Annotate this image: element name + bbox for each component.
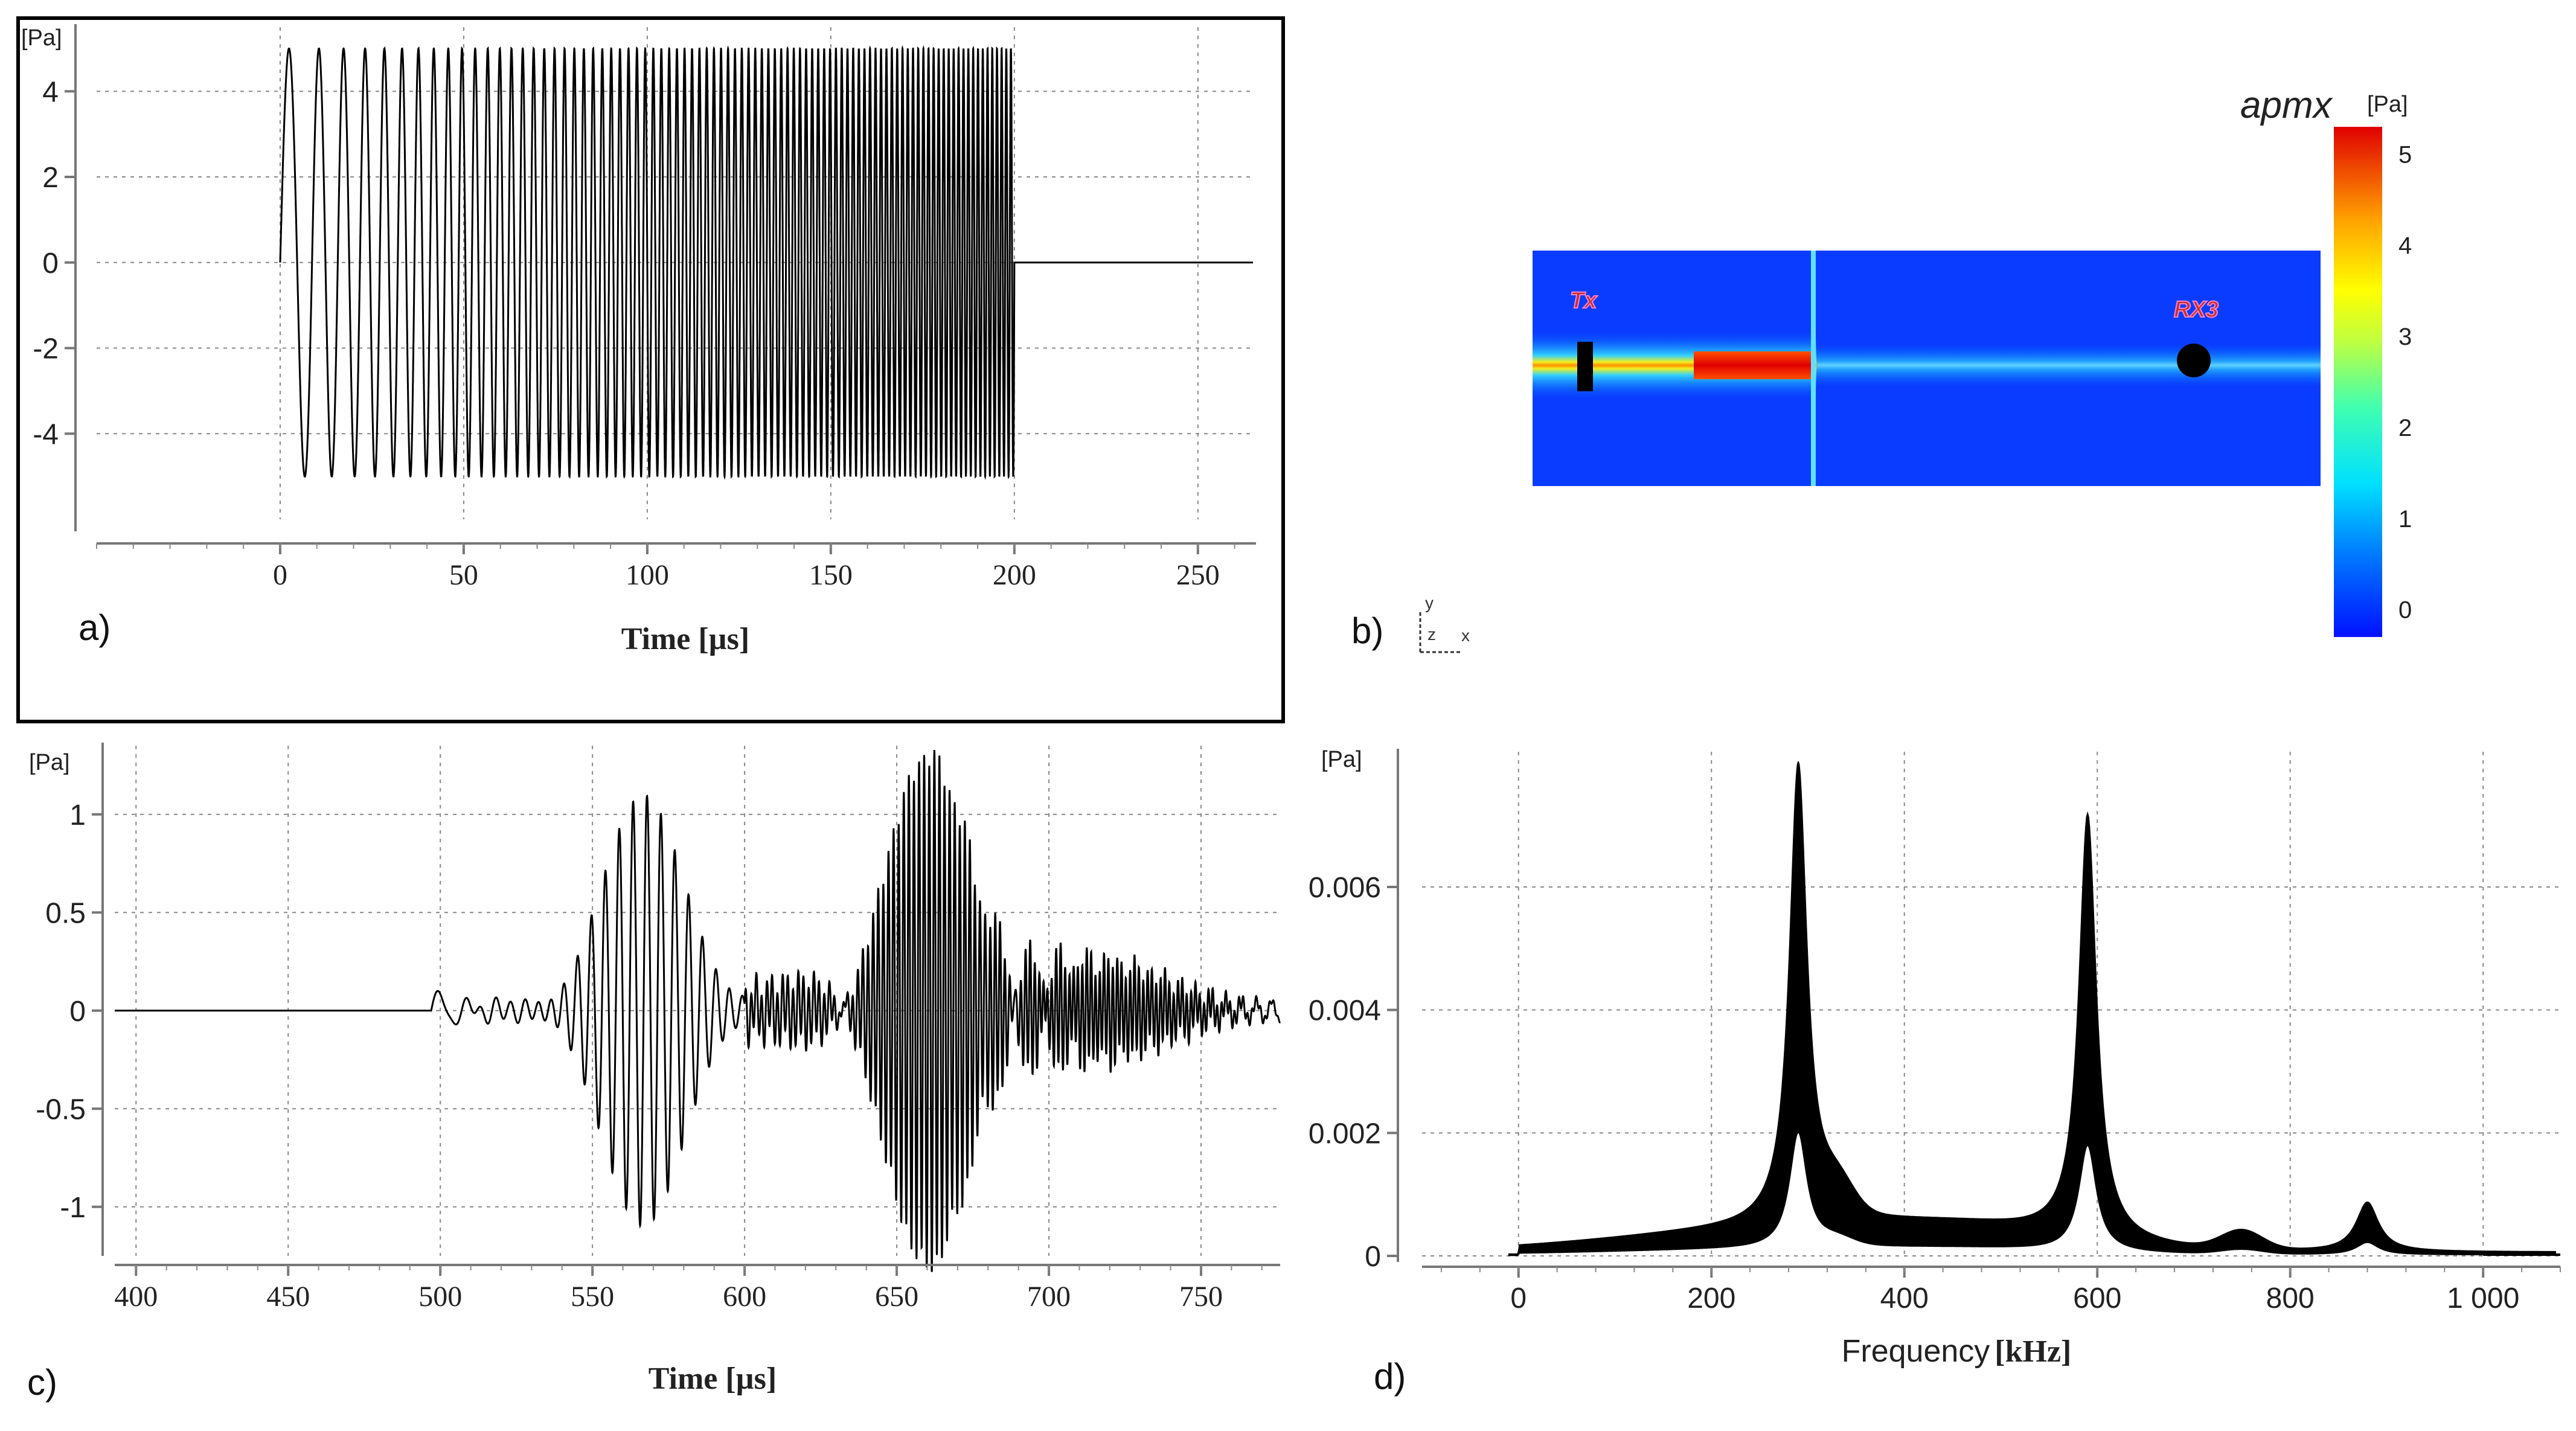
panel-c-signal bbox=[115, 750, 1281, 1272]
panel-c-received-signal: 400 450 500 550 600 650 700 750 1 0.5 0 -0.5 -1 [Pa]… bbox=[27, 743, 1281, 1403]
panel-b-pressure-map: Tx RX3 5 4 3 2 1 0 apmx [Pa] y z x b) bbox=[1351, 85, 2412, 653]
x-tick-label: 50 bbox=[449, 559, 478, 591]
panel-b-transmitter bbox=[1577, 342, 1593, 391]
panel-b-axis-x: x bbox=[1461, 626, 1470, 645]
colorbar-tick-label: 0 bbox=[2398, 597, 2412, 624]
panel-c-series-line bbox=[115, 750, 1281, 1272]
panel-b-receiver bbox=[2177, 344, 2211, 377]
panel-b-rx-label: RX3 bbox=[2174, 297, 2219, 322]
panel-b-label: b) bbox=[1351, 610, 1383, 651]
y-tick-label: 0.004 bbox=[1309, 995, 1381, 1027]
panel-b-hot-zone bbox=[1694, 351, 1812, 379]
x-tick-label: 0 bbox=[273, 559, 287, 591]
x-tick-label: 450 bbox=[266, 1281, 310, 1313]
x-tick-label: 600 bbox=[723, 1281, 766, 1313]
panel-d-x-axis-label-unit: [kHz] bbox=[1994, 1334, 2071, 1369]
y-tick-label: -4 bbox=[33, 418, 59, 450]
panel-a-series-line bbox=[279, 45, 1253, 480]
panel-c-label: c) bbox=[27, 1362, 57, 1403]
y-tick-label: 1 bbox=[69, 799, 86, 831]
x-tick-label: 650 bbox=[875, 1281, 918, 1313]
y-tick-label: -1 bbox=[60, 1192, 86, 1224]
panel-a-unit-label: [Pa] bbox=[21, 25, 62, 51]
panel-c-ticks: 400 450 500 550 600 650 700 750 1 0.5 0 -0.5 -1 bbox=[36, 799, 1263, 1313]
y-tick-label: 0 bbox=[42, 248, 59, 280]
x-tick-label: 100 bbox=[626, 559, 669, 591]
x-tick-label: 400 bbox=[1880, 1282, 1929, 1314]
panel-a-ticks: 0 50 100 150 200 250 4 2 0 -2 -4 bbox=[33, 76, 1235, 591]
panel-a-signal bbox=[279, 45, 1253, 480]
panel-d-x-axis-label: Frequency [kHz] bbox=[1842, 1334, 2072, 1369]
y-tick-label: -2 bbox=[33, 333, 59, 365]
panel-d-signal bbox=[1508, 761, 2560, 1257]
panel-d-ticks: 0 200 400 600 800 1 000 0.006 0.004 0.002 0 bbox=[1309, 872, 2561, 1314]
panel-b-colorbar-ticks: 5 4 3 2 1 0 bbox=[2398, 141, 2412, 623]
y-tick-label: 0.006 bbox=[1309, 872, 1381, 904]
panel-b-axis-y: y bbox=[1425, 594, 1434, 612]
panel-b-colorbar bbox=[2334, 127, 2382, 637]
x-tick-label: 550 bbox=[571, 1281, 614, 1313]
y-tick-label: -0.5 bbox=[36, 1093, 86, 1125]
x-tick-label: 600 bbox=[2073, 1282, 2121, 1314]
panel-d-x-axis-label-prefix: Frequency bbox=[1842, 1334, 1990, 1369]
panel-d-label: d) bbox=[1374, 1356, 1406, 1397]
panel-b-unit-label: [Pa] bbox=[2367, 92, 2408, 117]
panel-c-x-axis-label: Time [µs] bbox=[649, 1362, 777, 1396]
x-tick-label: 500 bbox=[418, 1281, 462, 1313]
y-tick-label: 0.002 bbox=[1309, 1118, 1381, 1150]
x-tick-label: 1 000 bbox=[2447, 1282, 2519, 1314]
x-tick-label: 700 bbox=[1027, 1281, 1071, 1313]
y-tick-label: 0 bbox=[69, 996, 86, 1028]
panel-a-label: a) bbox=[78, 607, 111, 648]
x-tick-label: 150 bbox=[809, 559, 853, 591]
x-tick-label: 400 bbox=[114, 1281, 158, 1313]
panel-c-unit-label: [Pa] bbox=[29, 750, 70, 775]
y-tick-label: 0 bbox=[1365, 1241, 1381, 1273]
colorbar-tick-label: 1 bbox=[2398, 506, 2412, 533]
panel-b-title: apmx bbox=[2240, 85, 2333, 126]
panel-b-tx-label: Tx bbox=[1570, 288, 1598, 313]
panel-d-grid bbox=[1422, 752, 2560, 1257]
x-tick-label: 200 bbox=[993, 559, 1036, 591]
panel-d-series-area bbox=[1508, 761, 2556, 1257]
y-tick-label: 2 bbox=[42, 162, 59, 194]
y-tick-label: 0.5 bbox=[45, 897, 86, 929]
panel-a-time-signal: 0 50 100 150 200 250 4 2 0 -2 -4 [Pa] Time [µs] a) bbox=[16, 16, 1285, 723]
x-tick-label: 200 bbox=[1687, 1282, 1735, 1314]
panel-a-x-axis-label: Time [µs] bbox=[621, 622, 749, 656]
colorbar-tick-label: 5 bbox=[2398, 141, 2412, 168]
colorbar-tick-label: 4 bbox=[2398, 232, 2412, 259]
colorbar-tick-label: 2 bbox=[2398, 415, 2412, 441]
panel-d-unit-label: [Pa] bbox=[1321, 747, 1362, 772]
panel-b-axis-z: z bbox=[1427, 625, 1436, 644]
y-tick-label: 4 bbox=[42, 76, 59, 108]
x-tick-label: 750 bbox=[1179, 1281, 1223, 1313]
x-tick-label: 800 bbox=[2266, 1282, 2315, 1314]
x-tick-label: 250 bbox=[1176, 559, 1220, 591]
panel-b-beam-right bbox=[1816, 344, 2321, 386]
panel-b-axis-triad: y z x bbox=[1419, 594, 1470, 653]
colorbar-tick-label: 3 bbox=[2398, 324, 2412, 350]
x-tick-label: 0 bbox=[1510, 1282, 1527, 1314]
